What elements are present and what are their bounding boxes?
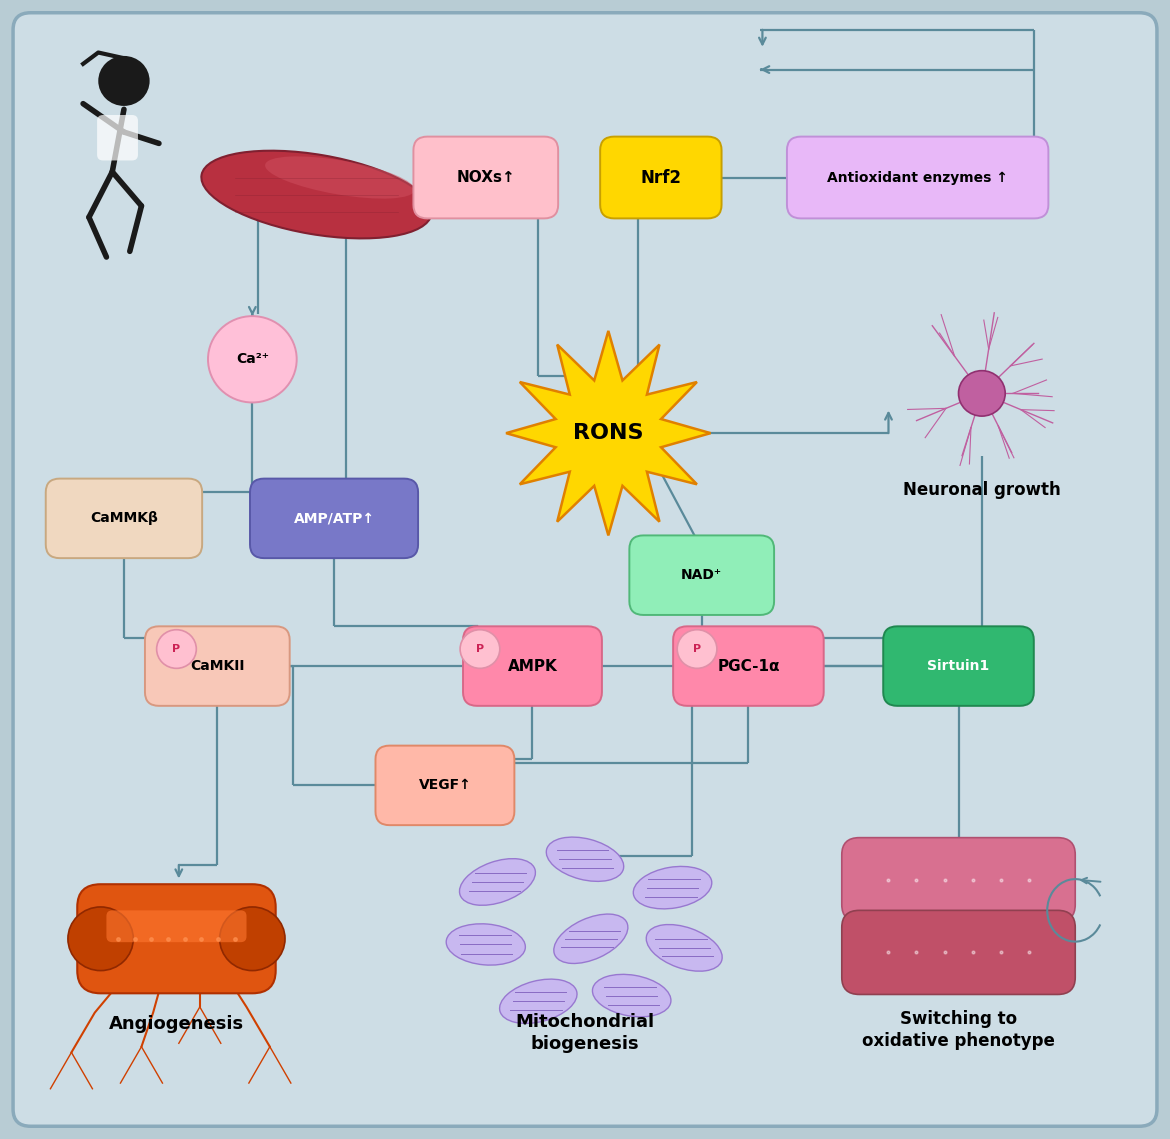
Text: PGC-1α: PGC-1α — [717, 658, 779, 673]
FancyBboxPatch shape — [250, 478, 418, 558]
FancyBboxPatch shape — [13, 13, 1157, 1126]
FancyBboxPatch shape — [145, 626, 290, 706]
Text: CaMKII: CaMKII — [190, 659, 245, 673]
Ellipse shape — [546, 837, 624, 882]
Circle shape — [677, 630, 717, 669]
Text: Ca²⁺: Ca²⁺ — [236, 352, 269, 367]
Ellipse shape — [201, 150, 432, 238]
Text: AMP/ATP↑: AMP/ATP↑ — [294, 511, 374, 525]
Circle shape — [208, 317, 297, 402]
Ellipse shape — [633, 867, 711, 909]
Text: Nrf2: Nrf2 — [640, 169, 681, 187]
FancyBboxPatch shape — [883, 626, 1034, 706]
FancyBboxPatch shape — [376, 746, 515, 825]
FancyBboxPatch shape — [841, 837, 1075, 921]
Text: P: P — [172, 644, 180, 654]
Text: VEGF↑: VEGF↑ — [419, 778, 472, 793]
FancyBboxPatch shape — [600, 137, 722, 219]
Text: P: P — [693, 644, 701, 654]
Circle shape — [68, 907, 133, 970]
Ellipse shape — [460, 859, 536, 906]
FancyBboxPatch shape — [841, 910, 1075, 994]
FancyBboxPatch shape — [106, 910, 247, 942]
Text: Neuronal growth: Neuronal growth — [903, 481, 1061, 499]
FancyBboxPatch shape — [97, 115, 138, 161]
FancyBboxPatch shape — [463, 626, 601, 706]
FancyBboxPatch shape — [629, 535, 775, 615]
FancyBboxPatch shape — [787, 137, 1048, 219]
Text: Sirtuin1: Sirtuin1 — [928, 659, 990, 673]
Text: Angiogenesis: Angiogenesis — [109, 1015, 245, 1033]
Ellipse shape — [446, 924, 525, 965]
Text: RONS: RONS — [573, 424, 644, 443]
Ellipse shape — [646, 925, 722, 972]
Text: NOXs↑: NOXs↑ — [456, 170, 515, 185]
Circle shape — [157, 630, 197, 669]
Circle shape — [220, 907, 285, 970]
FancyBboxPatch shape — [77, 884, 276, 993]
Circle shape — [958, 370, 1005, 416]
Ellipse shape — [500, 980, 577, 1024]
Text: Antioxidant enzymes ↑: Antioxidant enzymes ↑ — [827, 171, 1009, 185]
Circle shape — [98, 56, 150, 106]
FancyBboxPatch shape — [413, 137, 558, 219]
Text: AMPK: AMPK — [508, 658, 557, 673]
Ellipse shape — [266, 156, 414, 198]
Ellipse shape — [592, 974, 670, 1017]
Polygon shape — [507, 331, 710, 535]
Ellipse shape — [553, 915, 628, 964]
Text: Mitochondrial
biogenesis: Mitochondrial biogenesis — [516, 1013, 654, 1054]
Text: P: P — [476, 644, 484, 654]
Text: Switching to
oxidative phenotype: Switching to oxidative phenotype — [862, 1009, 1055, 1050]
Circle shape — [460, 630, 500, 669]
Text: NAD⁺: NAD⁺ — [681, 568, 722, 582]
FancyBboxPatch shape — [46, 478, 202, 558]
Text: CaMMKβ: CaMMKβ — [90, 511, 158, 525]
FancyBboxPatch shape — [673, 626, 824, 706]
